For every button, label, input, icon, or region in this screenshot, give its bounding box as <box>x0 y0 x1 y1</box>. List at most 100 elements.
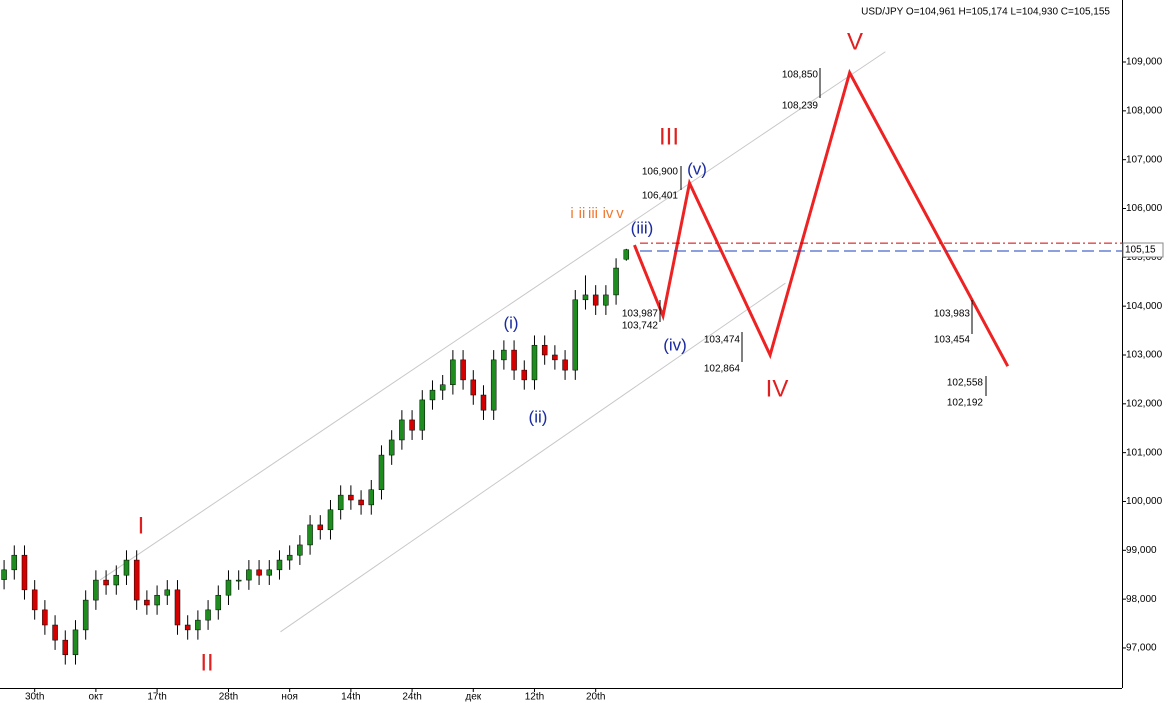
y-tick-label: 107,000 <box>1126 154 1163 165</box>
candle-body <box>215 594 222 611</box>
y-tick-label: 98,000 <box>1126 594 1157 605</box>
y-tick-label: 109,000 <box>1126 57 1163 68</box>
candle-body <box>501 349 507 361</box>
candle-body <box>490 359 497 411</box>
y-tick-label: 106,000 <box>1126 203 1163 214</box>
candle-body <box>399 419 405 441</box>
candle-body <box>429 389 436 401</box>
candle-body <box>409 419 415 431</box>
candle-body <box>613 267 619 296</box>
candle-body <box>623 249 630 260</box>
wave-label: (iv) <box>663 335 687 354</box>
wave-label: v <box>616 205 624 222</box>
candle-body <box>572 299 579 371</box>
candle-body <box>184 624 191 631</box>
x-tick-label: 30th <box>25 692 44 703</box>
candle-body <box>378 454 385 491</box>
candle-body <box>256 569 262 576</box>
candle-body <box>531 344 538 381</box>
candle-body <box>276 559 283 571</box>
candle-body <box>1 569 7 580</box>
wave-label: i <box>570 205 573 222</box>
candle-body <box>439 384 446 391</box>
candle-body <box>480 394 487 411</box>
x-tick-label: ноя <box>281 692 298 703</box>
wave-label: (iii) <box>631 218 654 237</box>
y-tick-label: 104,000 <box>1126 301 1163 312</box>
price-note: 106,401 <box>642 191 679 202</box>
y-tick-label: 102,000 <box>1126 398 1163 409</box>
candle-body <box>42 609 48 626</box>
candle-body <box>297 544 303 556</box>
wave-label: (ii) <box>529 407 548 426</box>
channel-line <box>280 282 786 633</box>
y-tick-label: 103,000 <box>1126 350 1163 361</box>
candle-body <box>460 359 466 381</box>
candle-body <box>521 369 528 381</box>
x-tick-label: дек <box>465 692 481 703</box>
chart-title: USD/JPY O=104,961 H=105,174 L=104,930 C=… <box>861 7 1110 18</box>
wave-label: I <box>138 512 145 539</box>
candle-body <box>388 439 395 456</box>
candle-body <box>286 554 293 561</box>
wave-label: (v) <box>687 159 707 178</box>
x-tick-label: 14th <box>341 692 360 703</box>
wave-label: ii <box>579 205 586 222</box>
candle-body <box>103 579 109 586</box>
candle-body <box>511 349 517 371</box>
wave-label: III <box>659 123 679 150</box>
candle-body <box>164 589 171 596</box>
candle-body <box>592 294 599 306</box>
candle-body <box>266 569 273 576</box>
x-tick-label: окт <box>89 692 104 703</box>
candle-body <box>246 569 252 581</box>
candle-body <box>62 639 69 656</box>
wave-label: IV <box>766 375 789 402</box>
candle-body <box>562 359 568 371</box>
wave-label: iv <box>603 205 614 222</box>
candle-body <box>582 294 589 301</box>
candle-body <box>603 294 609 306</box>
x-tick-label: 17th <box>147 692 166 703</box>
wave-label: iii <box>588 205 598 222</box>
candle-body <box>205 609 211 621</box>
y-tick-label: 97,000 <box>1126 643 1157 654</box>
wave-path <box>633 68 1010 367</box>
price-note: 103,983 <box>934 309 971 320</box>
candle-body <box>327 509 334 531</box>
price-note: 102,864 <box>704 364 741 375</box>
wave-label: II <box>200 649 213 676</box>
price-note: 103,474 <box>704 335 741 346</box>
candle-body <box>358 499 364 506</box>
y-tick-label: 100,000 <box>1126 496 1163 507</box>
candle-body <box>235 579 242 582</box>
y-tick-label: 99,000 <box>1126 545 1157 556</box>
candle-body <box>541 344 548 356</box>
candle-body <box>11 554 18 571</box>
candle-body <box>82 599 89 631</box>
wave-label: V <box>847 28 863 55</box>
candle-body <box>470 379 477 396</box>
candle-body <box>450 359 456 386</box>
price-note: 102,192 <box>947 398 984 409</box>
candle-body <box>552 354 558 361</box>
y-tick-label: 108,000 <box>1126 105 1163 116</box>
candle-body <box>419 399 426 431</box>
x-tick-label: 24th <box>402 692 421 703</box>
x-tick-label: 20th <box>586 692 605 703</box>
candle-body <box>337 494 344 511</box>
candle-body <box>72 629 79 656</box>
candle-body <box>93 579 99 601</box>
price-note: 106,900 <box>642 167 679 178</box>
candle-body <box>31 589 38 611</box>
price-note: 103,454 <box>934 335 971 346</box>
candle-body <box>21 554 28 591</box>
price-note: 103,742 <box>622 321 659 332</box>
candle-body <box>348 494 354 501</box>
last-price-label: 105,15 <box>1125 245 1156 256</box>
candle-body <box>317 524 324 531</box>
candle-body <box>154 594 160 606</box>
